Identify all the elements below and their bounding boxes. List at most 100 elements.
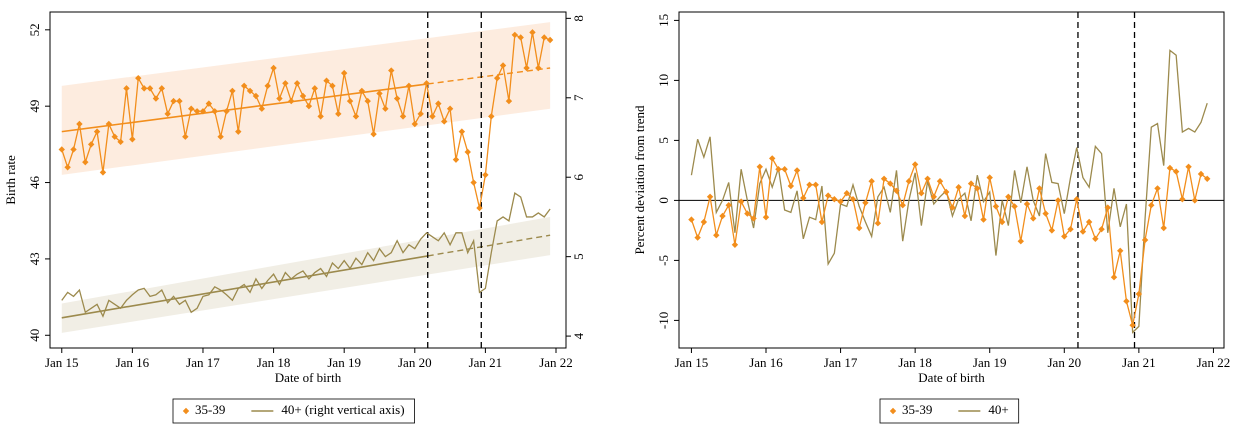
data-point <box>93 128 101 135</box>
x-tick-label: Jan 16 <box>116 355 150 370</box>
legend-label: 35-39 <box>902 402 932 417</box>
y-tick-label: -5 <box>656 255 671 266</box>
y-tick-label: 0 <box>656 197 671 204</box>
y2-tick-label: 7 <box>571 94 586 101</box>
data-point <box>411 120 418 128</box>
data-point <box>775 166 782 173</box>
x-tick-label: Jan 21 <box>469 355 503 370</box>
data-point <box>1061 233 1068 240</box>
x-tick-label: Jan 17 <box>824 355 858 370</box>
data-point <box>458 128 466 135</box>
data-point <box>429 113 436 120</box>
data-point <box>482 171 489 179</box>
trend-line-projection <box>427 234 551 257</box>
data-point <box>258 105 266 112</box>
data-point <box>769 155 776 162</box>
data-point <box>340 69 348 77</box>
data-point <box>893 187 900 194</box>
x-tick-label: Jan 16 <box>749 355 783 370</box>
data-point <box>706 193 714 200</box>
data-point <box>800 194 807 202</box>
data-point <box>211 108 218 115</box>
data-point <box>129 136 136 143</box>
data-point <box>58 146 65 153</box>
data-point <box>818 218 826 226</box>
data-point <box>700 218 708 226</box>
data-point <box>1110 274 1118 281</box>
data-point <box>1036 185 1043 192</box>
data-point <box>1085 218 1093 226</box>
data-point <box>111 133 118 140</box>
x-tick-label: Jan 20 <box>1047 355 1081 370</box>
data-point <box>1172 168 1180 175</box>
data-point <box>1185 163 1192 170</box>
data-point <box>725 202 732 209</box>
data-point <box>1148 202 1155 209</box>
x-tick-label: Jan 21 <box>1122 355 1156 370</box>
data-point <box>99 169 107 176</box>
data-point <box>246 87 254 95</box>
y-tick-label: 10 <box>656 74 671 87</box>
data-point <box>750 215 757 222</box>
data-point <box>117 138 124 146</box>
data-point <box>288 97 295 105</box>
data-point <box>762 214 770 221</box>
data-point <box>918 190 925 197</box>
data-point <box>1092 235 1099 242</box>
legend-label: 35-39 <box>195 402 225 417</box>
y-tick-label: 40 <box>27 329 42 342</box>
data-point <box>849 196 857 203</box>
data-point <box>980 216 987 223</box>
data-point <box>317 113 324 120</box>
data-point <box>152 95 160 102</box>
data-point <box>824 192 832 199</box>
series-line <box>690 156 1208 326</box>
data-point <box>1166 164 1174 172</box>
x-tick-label: Jan 19 <box>327 355 361 370</box>
data-point <box>998 218 1006 226</box>
data-point <box>170 97 177 105</box>
legend-label: 40+ <box>988 402 1008 417</box>
y2-tick-label: 5 <box>571 253 586 260</box>
data-point <box>955 184 962 191</box>
data-point <box>1048 227 1056 234</box>
data-point <box>930 193 937 200</box>
data-point <box>158 85 165 92</box>
legend-marker <box>182 407 190 415</box>
data-point <box>276 95 283 102</box>
data-point <box>967 180 975 187</box>
data-point <box>441 118 448 125</box>
data-point <box>346 97 354 105</box>
data-point <box>135 74 142 82</box>
data-point <box>756 163 763 170</box>
series-line <box>61 192 551 318</box>
data-point <box>76 120 83 128</box>
data-point <box>1073 196 1080 203</box>
data-point <box>936 178 944 185</box>
data-point <box>924 175 931 182</box>
y2-tick-label: 8 <box>571 15 586 22</box>
data-point <box>323 77 330 84</box>
x-tick-label: Jan 15 <box>45 355 79 370</box>
data-point <box>880 175 888 182</box>
data-point <box>1204 175 1211 182</box>
data-point <box>1141 236 1149 244</box>
data-point <box>505 97 513 105</box>
data-point <box>961 212 969 220</box>
data-point <box>1154 185 1161 192</box>
data-point <box>205 100 213 107</box>
y-tick-label: 49 <box>27 100 42 113</box>
data-point <box>70 146 77 153</box>
data-point <box>1054 197 1062 204</box>
data-point <box>1023 200 1031 208</box>
x-tick-label: Jan 22 <box>1197 355 1231 370</box>
data-point <box>856 224 863 232</box>
legend: 35-39 40+ (right vertical axis) <box>172 398 415 424</box>
data-point <box>1191 197 1198 204</box>
data-point <box>293 80 301 87</box>
data-point <box>992 203 1000 210</box>
y-tick-label: 15 <box>656 14 671 27</box>
data-point <box>986 174 993 181</box>
data-point <box>405 82 413 90</box>
